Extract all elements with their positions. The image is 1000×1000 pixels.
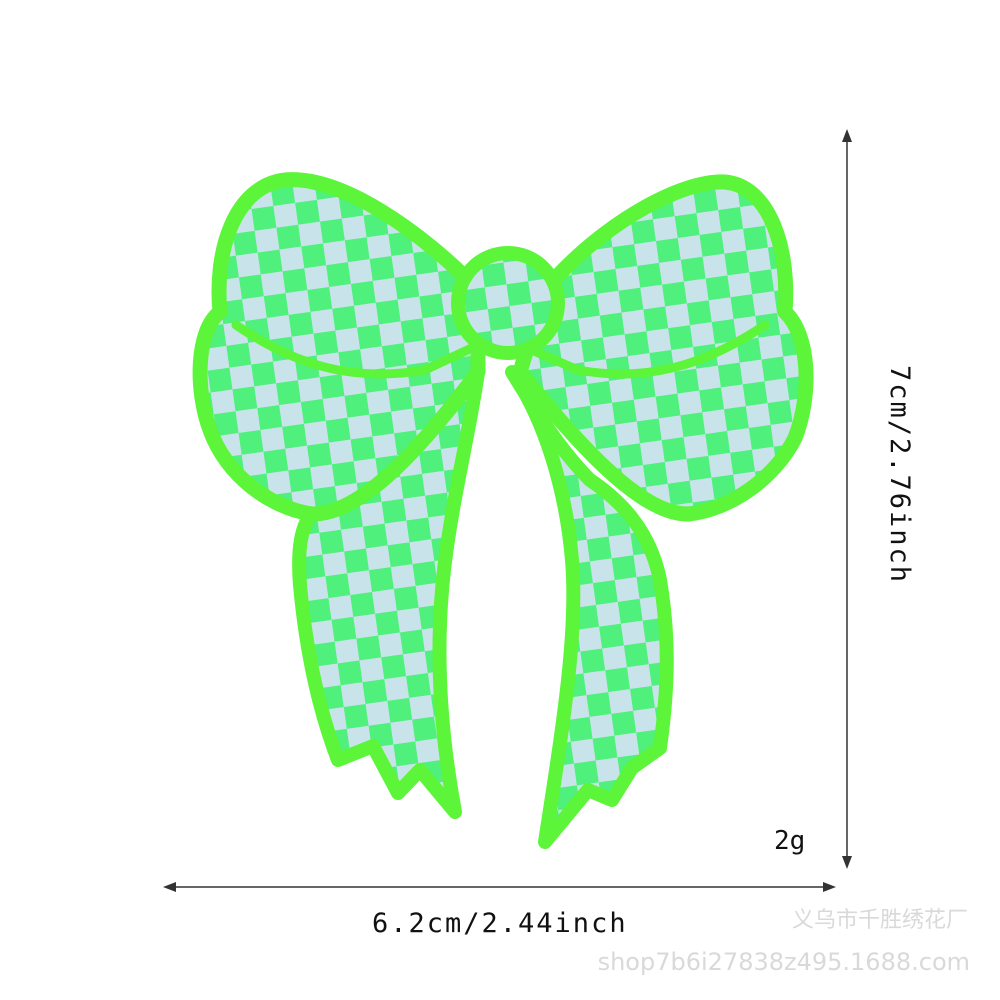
watermark-shop-url: shop7b6i27838z495.1688.com (597, 948, 970, 976)
left-bow-loop (192, 172, 486, 522)
bow-patch (192, 172, 814, 849)
width-dimension-label: 6.2cm/2.44inch (372, 908, 628, 939)
dimension-arrows (163, 129, 852, 892)
watermark-shop-name: 义乌市千胜绣花厂 (791, 908, 968, 933)
weight-label: 2g (774, 826, 806, 856)
right-ribbon-tail (505, 365, 674, 849)
right-bow-loop (512, 174, 814, 522)
bow-knot (451, 246, 565, 360)
height-dimension-label: 7cm/2.76inch (884, 365, 915, 585)
